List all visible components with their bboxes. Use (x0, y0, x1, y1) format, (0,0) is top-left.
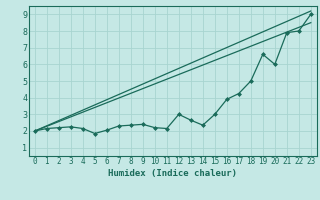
X-axis label: Humidex (Indice chaleur): Humidex (Indice chaleur) (108, 169, 237, 178)
